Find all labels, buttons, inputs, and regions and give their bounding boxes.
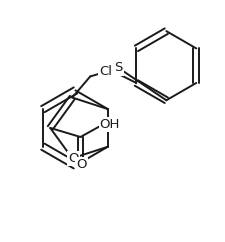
Text: S: S: [114, 61, 123, 75]
Text: O: O: [68, 152, 79, 165]
Text: O: O: [76, 158, 87, 171]
Text: OH: OH: [100, 118, 120, 131]
Text: Cl: Cl: [99, 65, 112, 78]
